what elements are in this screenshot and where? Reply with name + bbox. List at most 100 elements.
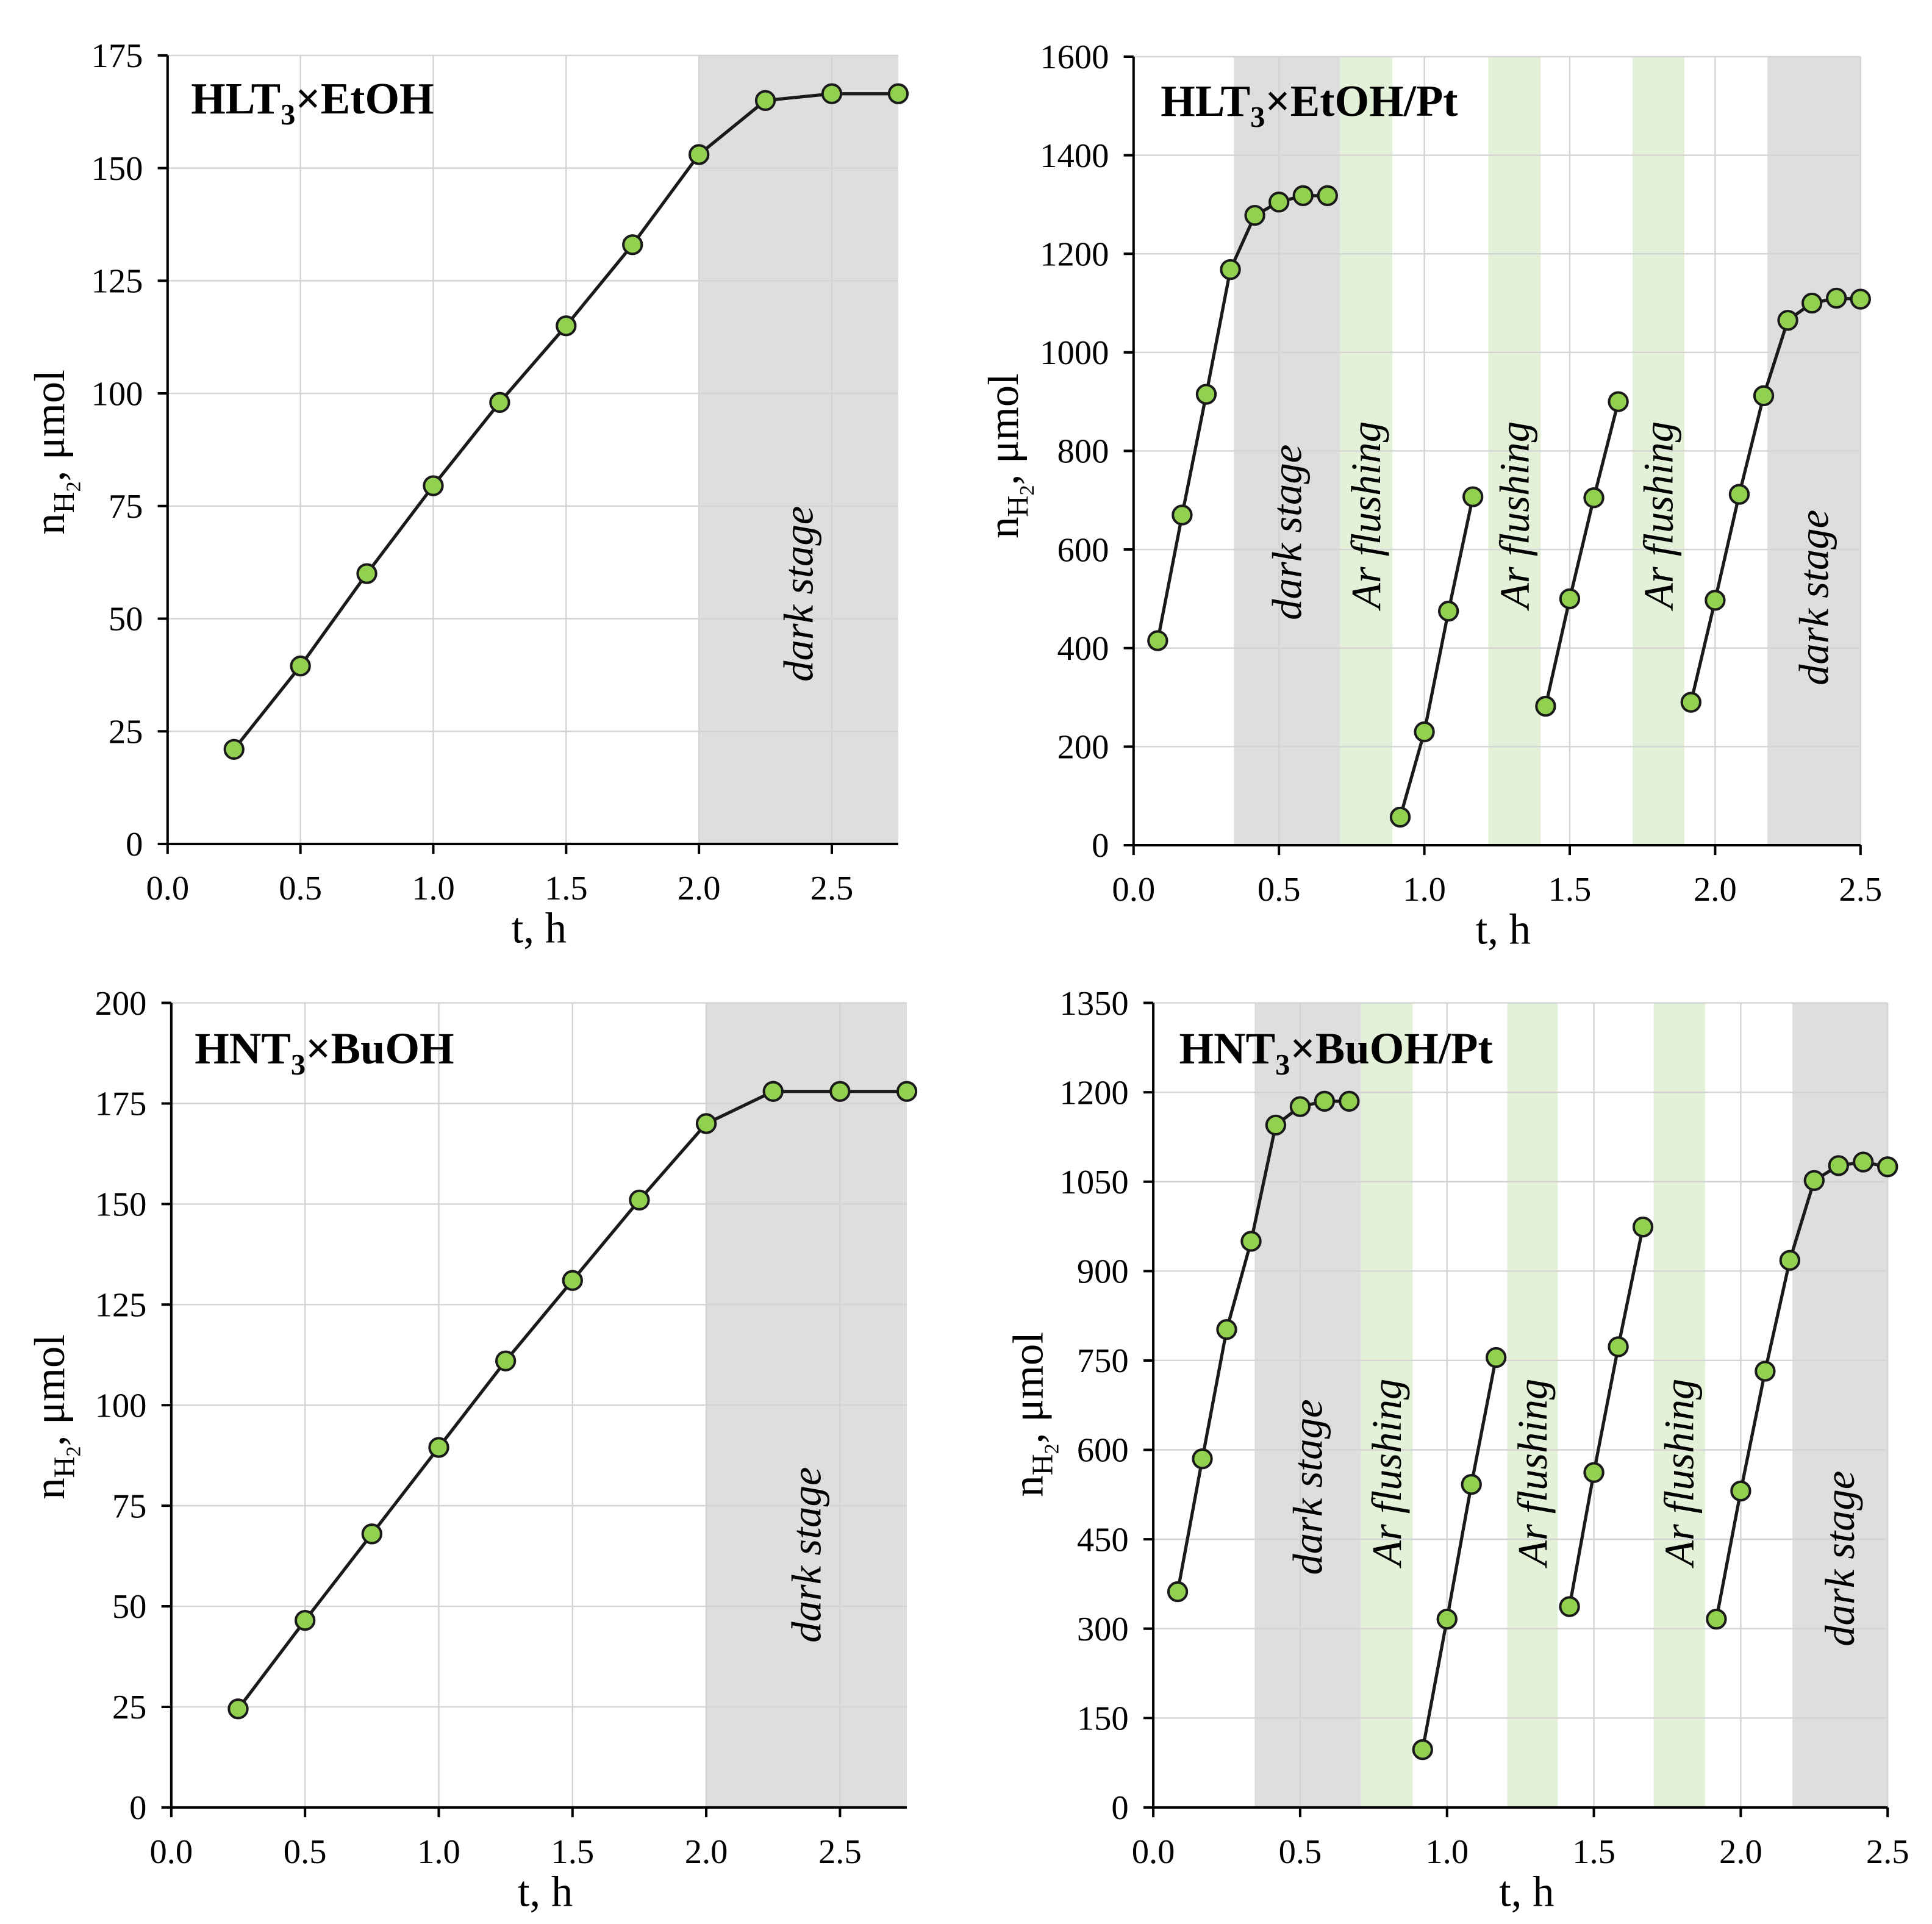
- chart-hnt3-buoh: dark stage 0 25 50 75 100 125 150 175 200 0.0 0.5 1.…: [26, 985, 918, 1916]
- y-axis-label-subsubscript: 2: [62, 481, 85, 492]
- y-tick-label: 0: [129, 1789, 146, 1827]
- chart-title: HLT3×EtOH: [191, 74, 434, 131]
- chart-title-main: HLT: [191, 74, 281, 123]
- data-point: [1220, 259, 1241, 281]
- x-tick-label: 0.0: [150, 1833, 193, 1871]
- data-point: [1559, 588, 1581, 610]
- data-point: [489, 392, 510, 413]
- data-point: [1192, 1448, 1213, 1470]
- y-tick-label: 75: [109, 488, 143, 526]
- data-point: [1436, 1608, 1458, 1630]
- data-point: [556, 315, 577, 337]
- data-point: [1240, 1231, 1262, 1252]
- data-point: [1314, 1090, 1336, 1112]
- chart-title-suffix: ×EtOH/Pt: [1265, 76, 1458, 126]
- x-tick-label: 2.0: [685, 1833, 728, 1871]
- data-point: [821, 83, 843, 104]
- x-tick-label: 0.5: [279, 870, 322, 907]
- x-axis-label: t, h: [518, 1869, 573, 1916]
- chart-hlt3-etoh: dark stage 0 25 50 75 100 125 150 175 0.0 0.5 1.0 1.…: [26, 37, 909, 953]
- x-tick-label: 1.5: [551, 1833, 594, 1871]
- y-tick-label: 1350: [1060, 985, 1129, 1023]
- x-tick-label: 2.0: [1719, 1833, 1762, 1871]
- region-label: dark stage: [1264, 445, 1310, 620]
- data-point: [1339, 1090, 1360, 1112]
- data-point: [1289, 1096, 1311, 1117]
- data-point: [1803, 1170, 1825, 1191]
- region-label: Ar flushing: [1343, 421, 1389, 611]
- data-point: [1583, 1462, 1605, 1483]
- y-tick-label: 150: [95, 1186, 147, 1224]
- data-point: [896, 1081, 918, 1102]
- x-tick-label: 2.5: [810, 870, 854, 907]
- data-point: [1265, 1114, 1287, 1136]
- data-point: [1461, 1474, 1482, 1495]
- x-axis-label: t, h: [512, 905, 567, 953]
- y-axis-label-subscript: H: [48, 492, 80, 513]
- data-point: [1779, 1250, 1801, 1271]
- region-label: Ar flushing: [1509, 1379, 1556, 1568]
- data-point: [754, 90, 776, 111]
- data-point: [562, 1270, 583, 1291]
- data-point: [294, 1609, 316, 1631]
- y-tick-label: 600: [1057, 531, 1109, 569]
- series-line: [1568, 1226, 1645, 1608]
- data-point: [495, 1350, 517, 1371]
- y-tick-label: 750: [1077, 1342, 1129, 1380]
- y-tick-label: 200: [1057, 729, 1109, 767]
- data-point: [1172, 504, 1193, 526]
- region-dark-stage: [1792, 1003, 1888, 1808]
- chart-title-subscript: 3: [291, 1049, 306, 1081]
- x-tick-label: 1.0: [417, 1833, 460, 1871]
- y-tick-label: 50: [109, 601, 143, 638]
- chart-title-suffix: ×BuOH/Pt: [1290, 1024, 1492, 1073]
- x-tick-label: 1.5: [545, 870, 588, 907]
- region-label: dark stage: [1791, 510, 1837, 685]
- x-tick-label: 2.0: [1694, 871, 1737, 909]
- y-tick-label: 600: [1077, 1432, 1129, 1470]
- y-tick-label: 300: [1077, 1611, 1129, 1648]
- x-tick-label: 0.5: [284, 1833, 327, 1871]
- y-tick-label: 175: [95, 1085, 147, 1123]
- y-axis-label-subscript: H: [1026, 1454, 1059, 1475]
- chart-title-subscript: 3: [281, 99, 295, 131]
- data-point: [829, 1081, 851, 1102]
- data-point: [1730, 1480, 1751, 1502]
- data-point: [1853, 1151, 1874, 1173]
- data-point: [223, 738, 245, 760]
- region-label: Ar flushing: [1656, 1379, 1703, 1568]
- data-point: [1412, 1739, 1433, 1761]
- y-tick-label: 125: [91, 263, 143, 301]
- data-point: [1292, 185, 1314, 207]
- data-point: [629, 1189, 650, 1211]
- y-axis-label-symbol: n: [980, 517, 1028, 538]
- y-axis-label-subsubscript: 2: [1040, 1443, 1064, 1454]
- y-tick-label: 1050: [1060, 1164, 1129, 1201]
- y-axis-label-symbol: n: [26, 513, 74, 535]
- y-tick-label: 1600: [1040, 38, 1109, 76]
- data-point: [1850, 288, 1871, 310]
- y-tick-label: 75: [112, 1487, 147, 1525]
- y-axis-label: nH2, μmol: [980, 373, 1039, 538]
- x-tick-label: 2.5: [818, 1833, 862, 1871]
- chart-title-main: HNT: [1179, 1024, 1276, 1073]
- y-tick-label: 25: [109, 713, 143, 751]
- x-tick-label: 1.5: [1572, 1833, 1615, 1871]
- y-tick-label: 400: [1057, 630, 1109, 668]
- y-tick-label: 900: [1077, 1253, 1129, 1291]
- region-ar-flushing: [1653, 1003, 1706, 1808]
- chart-title-main: HLT: [1161, 76, 1250, 126]
- data-point: [622, 234, 643, 256]
- y-axis-label-unit: , μmol: [1004, 1332, 1052, 1443]
- data-point: [1828, 1155, 1849, 1176]
- y-axis-label-symbol: n: [1004, 1475, 1052, 1497]
- region-label: dark stage: [1817, 1471, 1863, 1647]
- data-point: [1147, 630, 1168, 651]
- x-tick-label: 2.5: [1839, 871, 1882, 909]
- x-tick-label: 1.5: [1548, 871, 1592, 909]
- x-tick-label: 0.5: [1258, 871, 1301, 909]
- data-point: [428, 1437, 449, 1458]
- y-axis-label: nH2, μmol: [26, 370, 85, 535]
- chart-title-suffix: ×BuOH: [306, 1024, 454, 1073]
- y-tick-label: 0: [126, 826, 143, 864]
